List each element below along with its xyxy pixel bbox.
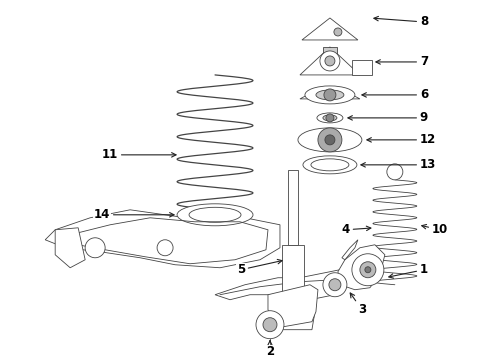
Circle shape xyxy=(318,128,342,152)
Circle shape xyxy=(256,311,284,339)
Circle shape xyxy=(320,51,340,71)
Text: 13: 13 xyxy=(361,158,436,171)
Text: 5: 5 xyxy=(237,260,282,276)
Circle shape xyxy=(352,254,384,286)
Text: 2: 2 xyxy=(266,341,274,358)
Polygon shape xyxy=(55,228,85,268)
Polygon shape xyxy=(300,47,360,75)
Text: 8: 8 xyxy=(374,15,428,28)
Text: 7: 7 xyxy=(376,55,428,68)
Circle shape xyxy=(329,279,341,291)
Polygon shape xyxy=(302,18,358,40)
Bar xyxy=(323,47,337,57)
Circle shape xyxy=(263,318,277,332)
Circle shape xyxy=(157,240,173,256)
Polygon shape xyxy=(342,240,358,260)
Bar xyxy=(282,245,304,310)
Ellipse shape xyxy=(317,113,343,123)
Polygon shape xyxy=(352,60,372,75)
Bar xyxy=(288,170,298,245)
Text: 12: 12 xyxy=(367,133,436,147)
Polygon shape xyxy=(45,210,280,268)
Text: 3: 3 xyxy=(350,293,366,316)
Polygon shape xyxy=(270,305,316,318)
Circle shape xyxy=(324,89,336,101)
Circle shape xyxy=(323,273,347,297)
Text: 11: 11 xyxy=(102,148,176,161)
Text: 14: 14 xyxy=(94,208,174,221)
Ellipse shape xyxy=(316,90,344,100)
Circle shape xyxy=(85,238,105,258)
Circle shape xyxy=(360,262,376,278)
Ellipse shape xyxy=(303,156,357,174)
Circle shape xyxy=(325,56,335,66)
Circle shape xyxy=(334,28,342,36)
Text: 4: 4 xyxy=(342,223,371,236)
Text: 6: 6 xyxy=(362,89,428,102)
Ellipse shape xyxy=(323,115,337,121)
Circle shape xyxy=(326,114,334,122)
Ellipse shape xyxy=(177,204,253,226)
Ellipse shape xyxy=(305,86,355,104)
Circle shape xyxy=(325,135,335,145)
Polygon shape xyxy=(272,318,314,330)
Text: 9: 9 xyxy=(348,111,428,125)
Polygon shape xyxy=(215,270,345,300)
Text: 10: 10 xyxy=(422,223,448,236)
Ellipse shape xyxy=(298,128,362,152)
Circle shape xyxy=(365,267,371,273)
Polygon shape xyxy=(268,285,318,328)
Text: 1: 1 xyxy=(389,263,428,278)
Polygon shape xyxy=(300,91,360,99)
Polygon shape xyxy=(338,245,385,290)
Circle shape xyxy=(387,164,403,180)
